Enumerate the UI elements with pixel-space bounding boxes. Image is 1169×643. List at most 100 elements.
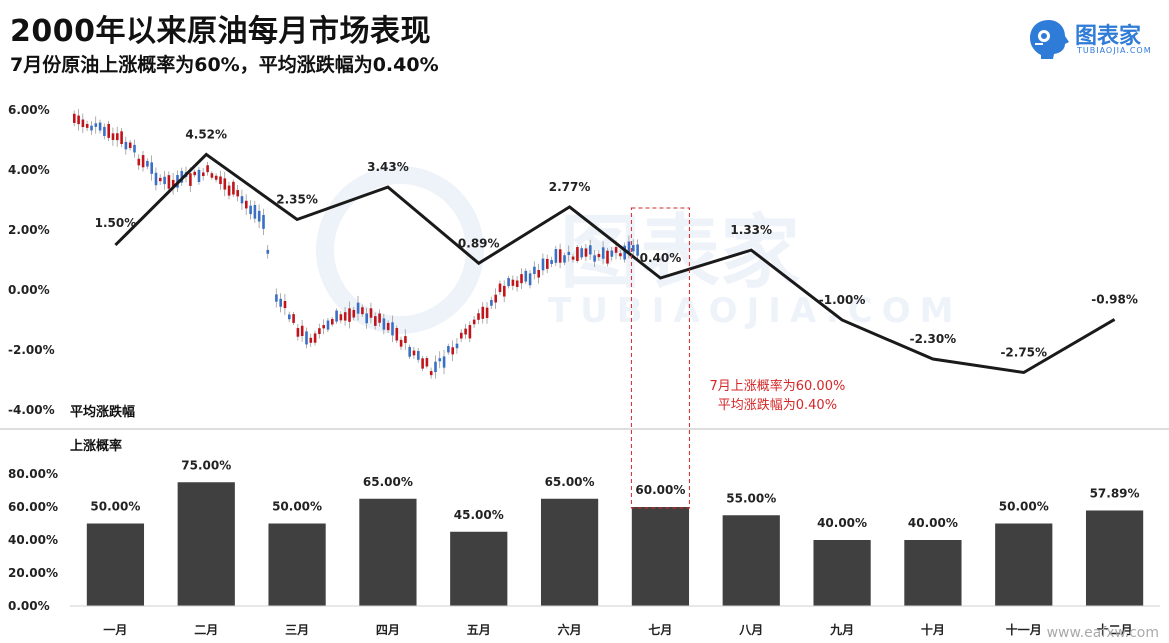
candle-body	[623, 245, 626, 260]
candle-body	[103, 126, 106, 136]
bar-value-label: 50.00%	[90, 500, 140, 514]
candle-body	[378, 313, 381, 323]
site-watermark: www.eafxw.com	[1046, 625, 1159, 641]
candle-body	[343, 312, 347, 321]
candle-body	[240, 196, 244, 204]
candle-body	[455, 343, 459, 349]
candle-body	[128, 142, 132, 148]
candle-body	[636, 244, 639, 256]
candle-body	[133, 144, 136, 153]
probability-bar	[177, 482, 235, 606]
candle-body	[541, 258, 545, 271]
candle-body	[511, 279, 515, 286]
candle-body	[374, 316, 377, 326]
candle-body	[434, 361, 437, 373]
july-highlight-box	[630, 207, 690, 509]
candle-body	[558, 249, 562, 263]
probability-bar	[1085, 510, 1144, 606]
candle-body	[520, 274, 523, 284]
logo-text: 图表家	[1075, 24, 1142, 49]
candle-body	[425, 358, 429, 367]
x-category-label: 四月	[376, 623, 400, 637]
candle-body	[597, 253, 601, 258]
top-y-tick-label: -4.00%	[8, 403, 55, 417]
candle-body	[236, 190, 239, 197]
line-value-label: 2.77%	[549, 180, 591, 194]
candle-body	[619, 253, 622, 257]
line-value-label: -0.98%	[1091, 292, 1138, 306]
candle-body	[550, 259, 553, 264]
candle-body	[193, 171, 196, 176]
candle-body	[352, 309, 356, 318]
candle-body	[408, 346, 411, 357]
candle-body	[257, 210, 261, 222]
candle-body	[313, 333, 317, 343]
candle-body	[305, 331, 308, 345]
candle-body	[137, 158, 141, 166]
bottom-y-tick-label: 0.00%	[8, 599, 50, 613]
candle-body	[632, 245, 635, 252]
line-value-label: -2.30%	[910, 332, 957, 346]
top-y-tick-label: 4.00%	[8, 163, 50, 177]
candle-body	[515, 280, 519, 288]
bar-value-label: 50.00%	[999, 500, 1049, 514]
x-category-label: 九月	[829, 622, 854, 637]
bar-value-label: 40.00%	[817, 516, 867, 530]
candle-body	[90, 125, 93, 131]
probability-bar	[359, 498, 417, 606]
candle-body	[262, 214, 265, 229]
july-highlight: 7月上涨概率为60.00% 平均涨跌幅为0.40%	[630, 207, 845, 509]
brand-logo: 图表家 TUBIAOJIA.COM	[1027, 18, 1151, 62]
line-value-label: 0.40%	[640, 251, 682, 265]
bar-value-label: 65.00%	[363, 475, 413, 489]
july-annotation-line1: 7月上涨概率为60.00%	[709, 378, 845, 394]
candle-body	[468, 325, 472, 339]
candle-body	[154, 172, 158, 186]
top-y-tick-label: 0.00%	[8, 283, 50, 297]
candle-body	[421, 358, 424, 369]
candle-body	[253, 205, 257, 219]
candle-body	[249, 205, 252, 215]
candle-body	[498, 283, 502, 293]
candle-body	[386, 322, 390, 331]
x-category-label: 三月	[285, 623, 309, 637]
candle-body	[537, 269, 540, 278]
candle-body	[571, 256, 575, 260]
candle-body	[116, 133, 119, 141]
candle-body	[593, 255, 596, 262]
candle-body	[481, 306, 485, 319]
candle-body	[326, 320, 330, 330]
top-y-tick-label: 6.00%	[8, 103, 50, 117]
candle-body	[202, 172, 205, 177]
top-y-axis: 6.00% 4.00% 2.00% 0.00% -2.00% -4.00% 平均涨跌幅	[0, 103, 1169, 430]
average-change-line	[114, 152, 1116, 375]
probability-bar	[813, 540, 871, 606]
x-category-label: 七月	[648, 623, 672, 637]
probability-bar	[540, 498, 599, 606]
bottom-y-tick-label: 80.00%	[8, 467, 58, 481]
candle-body	[288, 314, 291, 320]
logo-subtext: TUBIAOJIA.COM	[1077, 46, 1152, 55]
bar-value-label: 75.00%	[181, 458, 231, 472]
candle-body	[335, 310, 338, 322]
candle-body	[111, 133, 115, 140]
line-value-label: 2.35%	[276, 193, 318, 207]
candle-body	[614, 247, 618, 253]
tubiaojia-head-icon	[1030, 20, 1069, 59]
candle-body	[309, 337, 313, 343]
candle-body	[348, 308, 351, 322]
candle-body	[124, 141, 128, 150]
candle-body	[210, 173, 214, 178]
candle-body	[275, 294, 278, 302]
candle-body	[266, 249, 270, 254]
candle-body	[382, 318, 386, 330]
line-value-label: -1.00%	[819, 293, 866, 307]
candle-body	[584, 248, 588, 257]
candle-body	[85, 124, 89, 128]
bottom-y-axis: 上涨概率 80.00% 60.00% 40.00% 20.00% 0.00%	[8, 438, 1160, 613]
candle-body	[339, 314, 343, 321]
candle-body	[292, 314, 295, 323]
candle-body	[503, 285, 506, 297]
candle-body	[610, 250, 614, 257]
